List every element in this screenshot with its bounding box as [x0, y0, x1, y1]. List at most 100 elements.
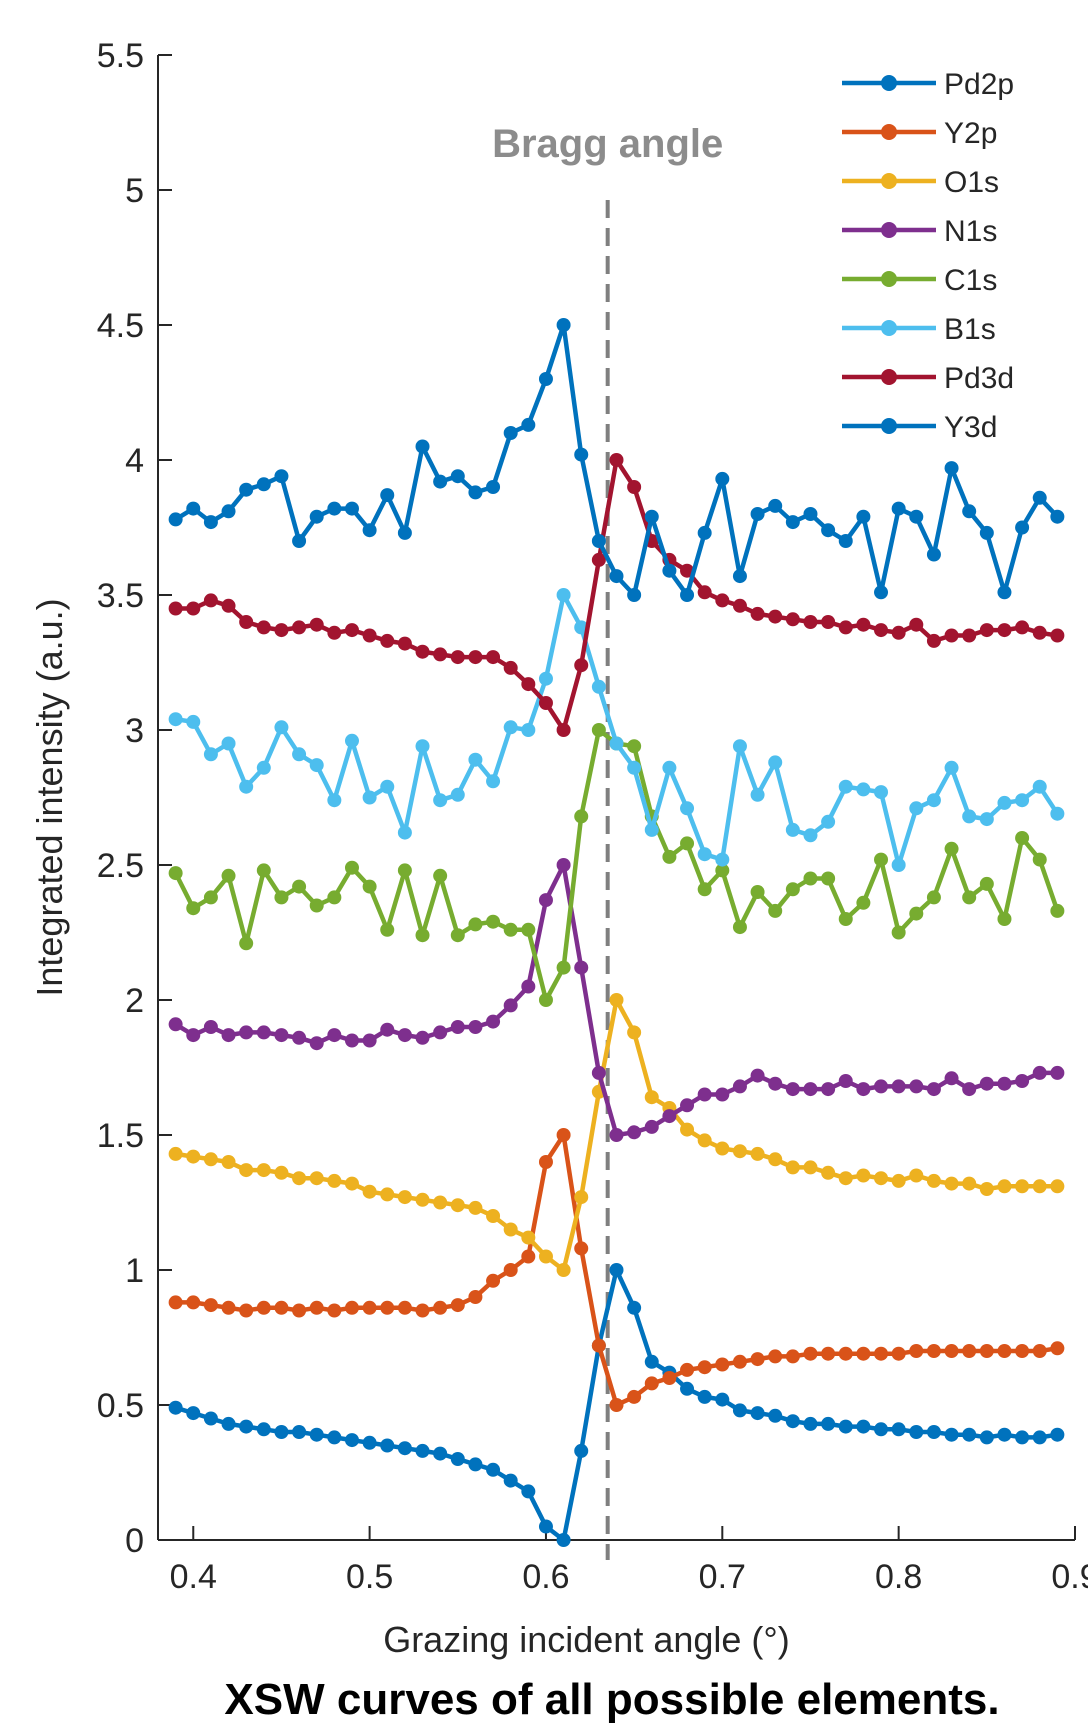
data-point [292, 1425, 307, 1439]
data-point [926, 793, 941, 808]
data-point [1015, 1179, 1030, 1194]
data-point [256, 477, 271, 492]
data-point [486, 650, 501, 665]
data-point [768, 609, 783, 624]
data-point [768, 1349, 783, 1364]
data-point [944, 760, 959, 775]
data-point [979, 623, 994, 638]
data-point [856, 782, 871, 797]
data-point [697, 1087, 712, 1102]
data-point [609, 736, 624, 751]
data-point [468, 917, 483, 932]
legend-label: O1s [944, 166, 999, 199]
legend-label: Pd2p [944, 68, 1014, 101]
data-point [1050, 1179, 1065, 1194]
data-point [821, 871, 836, 886]
data-point [680, 588, 695, 602]
data-point [591, 1065, 606, 1080]
data-point [680, 563, 695, 578]
data-point [697, 1133, 712, 1148]
data-point [909, 509, 924, 524]
data-point [397, 525, 412, 540]
data-point [1015, 831, 1030, 845]
data-point [874, 1171, 889, 1186]
data-point [503, 1473, 518, 1488]
data-point [168, 512, 183, 527]
data-point [979, 812, 994, 827]
data-point [503, 426, 518, 440]
data-point [344, 1033, 359, 1048]
y-tick-label: 0 [125, 1522, 144, 1560]
data-point [962, 628, 977, 643]
data-point [785, 882, 800, 897]
legend: Pd2p Y2p O1s N1s C1s B1s Pd3d Y3d [842, 68, 1014, 444]
data-point [309, 1300, 324, 1315]
data-point [468, 485, 483, 500]
data-point [292, 1171, 307, 1186]
data-point [327, 1303, 342, 1318]
data-point [344, 860, 359, 875]
data-point [1015, 620, 1030, 635]
y-tick-label: 5.5 [97, 37, 144, 75]
data-point [609, 1398, 624, 1412]
data-point [997, 1344, 1012, 1358]
data-point [962, 890, 977, 905]
data-point [433, 474, 448, 489]
data-point [203, 747, 218, 762]
data-point [239, 1025, 254, 1040]
data-point [450, 1452, 465, 1466]
legend-label: N1s [944, 215, 997, 248]
data-point [362, 1033, 377, 1048]
data-point [556, 1533, 571, 1547]
data-point [821, 1346, 836, 1361]
data-point [944, 628, 959, 643]
data-point [591, 723, 606, 737]
data-point [944, 1344, 959, 1358]
data-point [768, 755, 783, 770]
data-point [1015, 1074, 1030, 1088]
y-tick-label: 3.5 [97, 577, 144, 615]
x-axis-title: Grazing incident angle (°) [383, 1619, 790, 1660]
data-point [450, 469, 465, 484]
data-point [627, 1389, 642, 1404]
data-point [768, 1408, 783, 1423]
data-point [1032, 1065, 1047, 1080]
data-point [697, 525, 712, 540]
data-point [274, 469, 289, 484]
data-point [874, 1079, 889, 1094]
data-point [874, 1422, 889, 1437]
data-point [609, 1128, 624, 1142]
data-point [221, 1300, 236, 1315]
data-point [292, 620, 307, 635]
y-tick-label: 0.5 [97, 1387, 144, 1425]
data-point [327, 890, 342, 905]
data-point [926, 547, 941, 562]
data-point [821, 814, 836, 829]
legend-item: Y3d [842, 411, 997, 444]
data-point [503, 1263, 518, 1277]
data-point [344, 1176, 359, 1191]
x-axis-ticks: 0.4 0.5 0.6 0.7 0.8 0.9 [170, 1526, 1088, 1596]
data-point [838, 620, 853, 635]
data-point [1050, 806, 1065, 821]
data-point [538, 993, 553, 1007]
data-point [926, 1173, 941, 1188]
data-point [274, 1300, 289, 1315]
y-axis-ticks: 0 0.5 1 1.5 2 2.5 3 3.5 4 4.5 5 5.5 [97, 37, 172, 1560]
data-point [997, 1076, 1012, 1091]
y-tick-label: 3 [125, 712, 144, 750]
data-point [732, 598, 747, 613]
data-point [503, 660, 518, 675]
data-point [221, 504, 236, 519]
data-point [450, 1298, 465, 1313]
data-point [556, 858, 571, 872]
data-point [803, 871, 818, 886]
data-point [186, 1028, 201, 1043]
data-point [838, 1419, 853, 1434]
data-point [168, 1017, 183, 1032]
data-point [944, 841, 959, 856]
data-point [732, 920, 747, 935]
data-point [327, 793, 342, 808]
data-point [468, 650, 483, 665]
